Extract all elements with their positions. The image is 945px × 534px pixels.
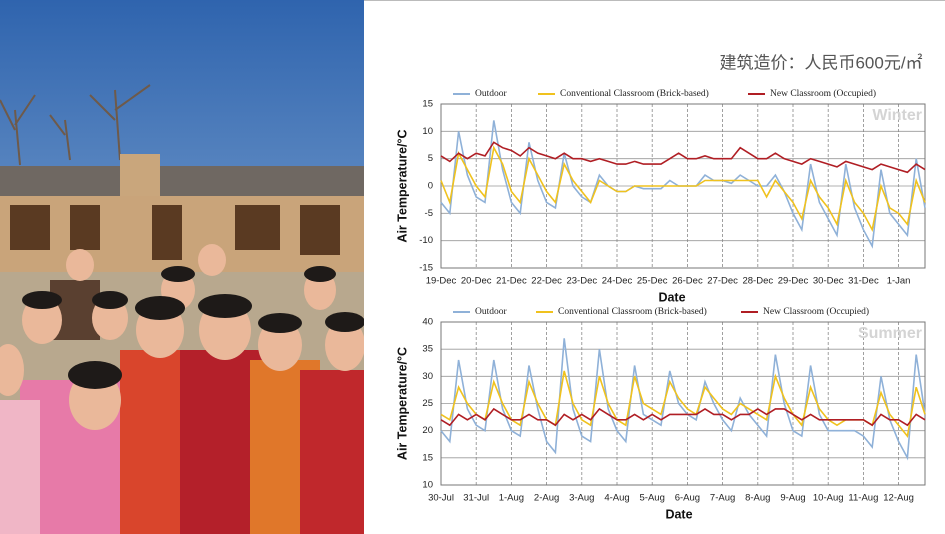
x-tick-label: 23-Dec — [566, 276, 597, 287]
x-tick-label: 28-Dec — [742, 276, 773, 287]
x-tick-label: 9-Aug — [780, 493, 805, 504]
y-axis-title: Air Temperature/°C — [395, 129, 409, 242]
x-tick-label: 2-Aug — [534, 493, 559, 504]
y-tick-label: -10 — [419, 235, 433, 246]
series-line — [440, 407, 926, 427]
y-tick-label: 15 — [422, 99, 433, 110]
roof — [0, 166, 364, 196]
x-tick-label: 1-Jan — [887, 276, 911, 287]
y-tick-label: 5 — [428, 153, 433, 164]
x-tick-label: 4-Aug — [604, 493, 629, 504]
series-line — [440, 338, 926, 461]
watermark: Winter — [872, 107, 922, 124]
x-tick-label: 25-Dec — [637, 276, 668, 287]
x-tick-label: 24-Dec — [602, 276, 633, 287]
caption: 建筑造价：人民币600元/㎡ — [719, 53, 922, 72]
children — [0, 244, 364, 534]
y-tick-label: 10 — [422, 480, 433, 491]
y-tick-label: 10 — [422, 126, 433, 137]
x-tick-label: 3-Aug — [569, 493, 594, 504]
y-tick-label: -15 — [419, 263, 433, 274]
x-tick-label: 30-Jul — [428, 493, 454, 504]
y-tick-label: 15 — [422, 452, 433, 463]
x-tick-label: 31-Jul — [463, 493, 489, 504]
legend-label: Outdoor — [475, 307, 508, 317]
x-tick-label: 6-Aug — [675, 493, 700, 504]
x-axis-title: Date — [665, 507, 692, 521]
y-tick-label: 0 — [428, 181, 433, 192]
series-line — [440, 120, 926, 249]
x-tick-label: 1-Aug — [499, 493, 524, 504]
legend-label: Outdoor — [475, 89, 508, 99]
series-line — [440, 141, 926, 174]
series-line — [440, 145, 926, 233]
y-tick-label: 35 — [422, 344, 433, 355]
legend-label: New Classroom (Occupied) — [763, 306, 869, 317]
x-tick-label: 5-Aug — [640, 493, 665, 504]
x-tick-label: 8-Aug — [745, 493, 770, 504]
x-tick-label: 22-Dec — [531, 276, 562, 287]
x-tick-label: 20-Dec — [461, 276, 492, 287]
x-axis-title: Date — [658, 290, 685, 304]
legend-label: Conventional Classroom (Brick-based) — [560, 88, 709, 99]
x-tick-label: 11-Aug — [848, 493, 878, 504]
x-tick-label: 31-Dec — [848, 276, 879, 287]
legend-label: Conventional Classroom (Brick-based) — [558, 306, 707, 317]
x-tick-label: 29-Dec — [778, 276, 809, 287]
x-tick-label: 30-Dec — [813, 276, 844, 287]
y-axis-title: Air Temperature/°C — [395, 347, 409, 460]
y-tick-label: 25 — [422, 398, 433, 409]
y-tick-label: -5 — [425, 208, 433, 219]
photo — [0, 0, 364, 534]
trees — [0, 84, 151, 166]
x-tick-label: 21-Dec — [496, 276, 527, 287]
legend-label: New Classroom (Occupied) — [770, 88, 876, 99]
y-tick-label: 30 — [422, 371, 433, 382]
plot-frame — [440, 321, 926, 486]
x-tick-label: 10-Aug — [813, 493, 844, 504]
x-tick-label: 19-Dec — [426, 276, 457, 287]
x-tick-label: 26-Dec — [672, 276, 703, 287]
x-tick-label: 12-Aug — [883, 493, 914, 504]
plot-frame — [440, 103, 926, 269]
x-tick-label: 7-Aug — [710, 493, 735, 504]
windows — [10, 205, 340, 260]
y-tick-label: 40 — [422, 317, 433, 328]
x-tick-label: 27-Dec — [707, 276, 738, 287]
y-tick-label: 20 — [422, 425, 433, 436]
watermark: Summer — [858, 325, 922, 342]
